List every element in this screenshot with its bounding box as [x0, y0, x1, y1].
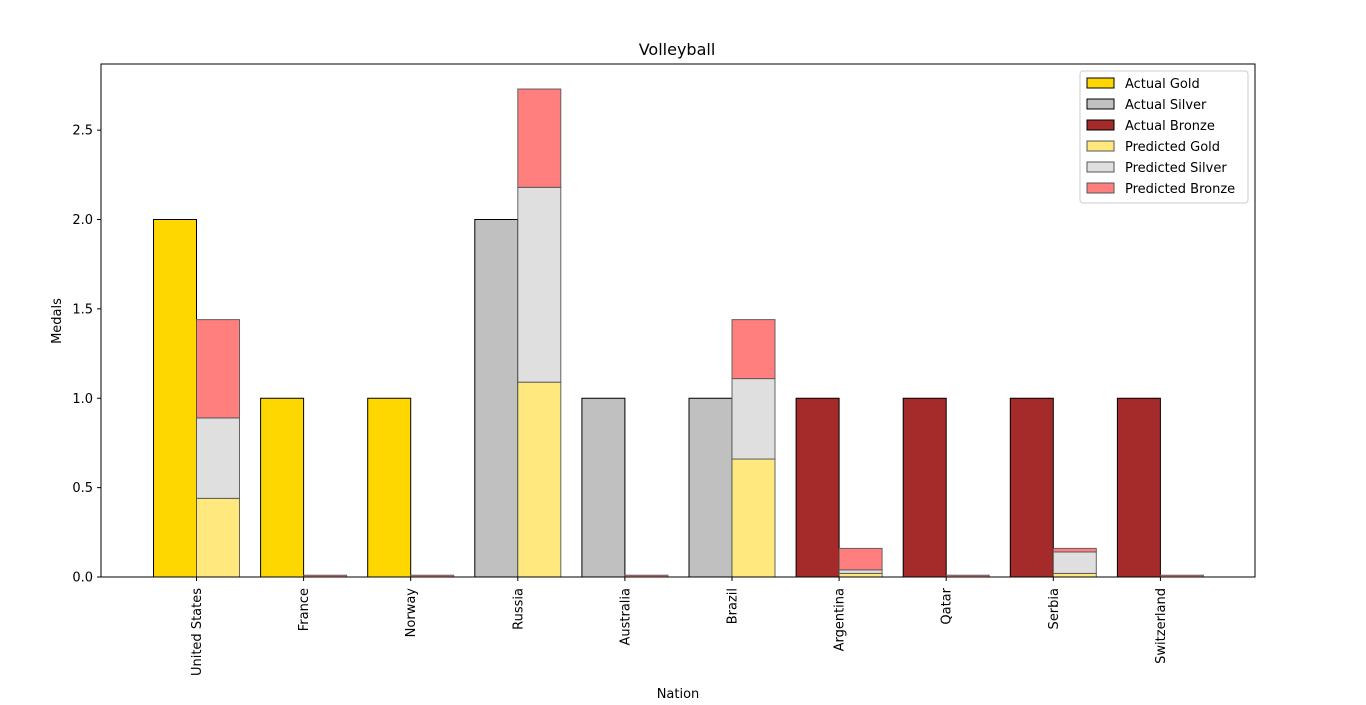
- y-axis: 0.0 0.5 1.0 1.5 2.0 2.5: [72, 124, 101, 586]
- bar-actual-gold-united-states: [153, 219, 197, 578]
- bar-actual-gold-norway: [367, 397, 412, 578]
- legend-swatch-predicted-bronze: [1086, 182, 1115, 194]
- bar-predicted-bronze-brazil: [731, 319, 776, 380]
- bar-actual-silver-australia: [581, 397, 626, 578]
- legend-swatch-actual-bronze: [1086, 119, 1115, 131]
- bar-predicted-gold-brazil: [731, 458, 776, 578]
- x-tick-label-argentina: Argentina: [833, 588, 848, 651]
- bar-actual-gold-france: [260, 397, 305, 578]
- bar-actual-silver-russia: [474, 219, 519, 578]
- y-tick-label: 0.0: [72, 571, 93, 586]
- x-axis-label: Nation: [657, 687, 700, 702]
- bar-predicted-silver-brazil: [731, 378, 776, 460]
- y-tick-label: 2.5: [72, 124, 93, 139]
- bar-predicted-bronze-serbia: [1052, 547, 1097, 553]
- legend-label-actual-silver: Actual Silver: [1125, 98, 1207, 113]
- x-tick-label-switzerland: Switzerland: [1154, 588, 1169, 664]
- x-tick-label-australia: Australia: [618, 588, 633, 646]
- plot-frame: [100, 63, 1256, 578]
- bar-actual-bronze-argentina: [795, 397, 840, 578]
- legend-label-predicted-gold: Predicted Gold: [1125, 140, 1220, 155]
- bar-predicted-gold-argentina: [838, 572, 883, 578]
- legend-label-actual-bronze: Actual Bronze: [1125, 119, 1215, 134]
- x-tick-label-france: France: [297, 588, 312, 631]
- x-tick-label-united-states: United States: [190, 588, 205, 676]
- y-tick-label: 1.5: [72, 302, 93, 317]
- legend-swatch-actual-silver: [1086, 98, 1115, 110]
- bar-actual-bronze-qatar: [902, 397, 947, 578]
- y-tick-label: 2.0: [72, 213, 93, 228]
- x-axis: United States France Norway Russia Australia…: [190, 577, 1169, 676]
- bar-predicted-gold-russia: [517, 381, 562, 578]
- bar-predicted-silver-serbia: [1052, 551, 1097, 574]
- legend-swatch-predicted-silver: [1086, 161, 1115, 173]
- x-tick-label-serbia: Serbia: [1047, 588, 1062, 629]
- legend-label-predicted-silver: Predicted Silver: [1125, 161, 1227, 176]
- x-tick-label-brazil: Brazil: [726, 588, 741, 624]
- legend: Actual Gold Actual Silver Actual Bronze Pre…: [1079, 70, 1249, 204]
- bar-predicted-silver-argentina: [838, 569, 883, 574]
- legend-box: [1079, 70, 1249, 204]
- legend-swatch-predicted-gold: [1086, 140, 1115, 152]
- bar-predicted-silver-united-states: [196, 417, 240, 499]
- x-tick-label-norway: Norway: [404, 588, 419, 638]
- legend-label-predicted-bronze: Predicted Bronze: [1125, 182, 1235, 197]
- x-tick-label-qatar: Qatar: [940, 587, 955, 624]
- legend-label-actual-gold: Actual Gold: [1125, 77, 1200, 92]
- bar-predicted-silver-russia: [517, 186, 562, 383]
- y-axis-label: Medals: [50, 298, 65, 344]
- bar-predicted-gold-serbia: [1052, 572, 1097, 578]
- legend-swatch-actual-gold: [1086, 77, 1115, 89]
- bar-predicted-gold-united-states: [196, 497, 240, 578]
- y-tick-label: 1.0: [72, 392, 93, 407]
- x-tick-label-russia: Russia: [511, 588, 526, 630]
- bar-actual-bronze-serbia: [1009, 397, 1054, 578]
- bar-actual-silver-brazil: [688, 397, 733, 578]
- y-tick-label: 0.5: [72, 481, 93, 496]
- bar-predicted-bronze-argentina: [838, 547, 883, 571]
- bars-group: [153, 88, 1204, 578]
- bar-actual-bronze-switzerland: [1116, 397, 1161, 578]
- bar-predicted-bronze-united-states: [196, 319, 240, 419]
- chart-title: Volleyball: [639, 40, 716, 59]
- bar-predicted-bronze-russia: [517, 88, 562, 188]
